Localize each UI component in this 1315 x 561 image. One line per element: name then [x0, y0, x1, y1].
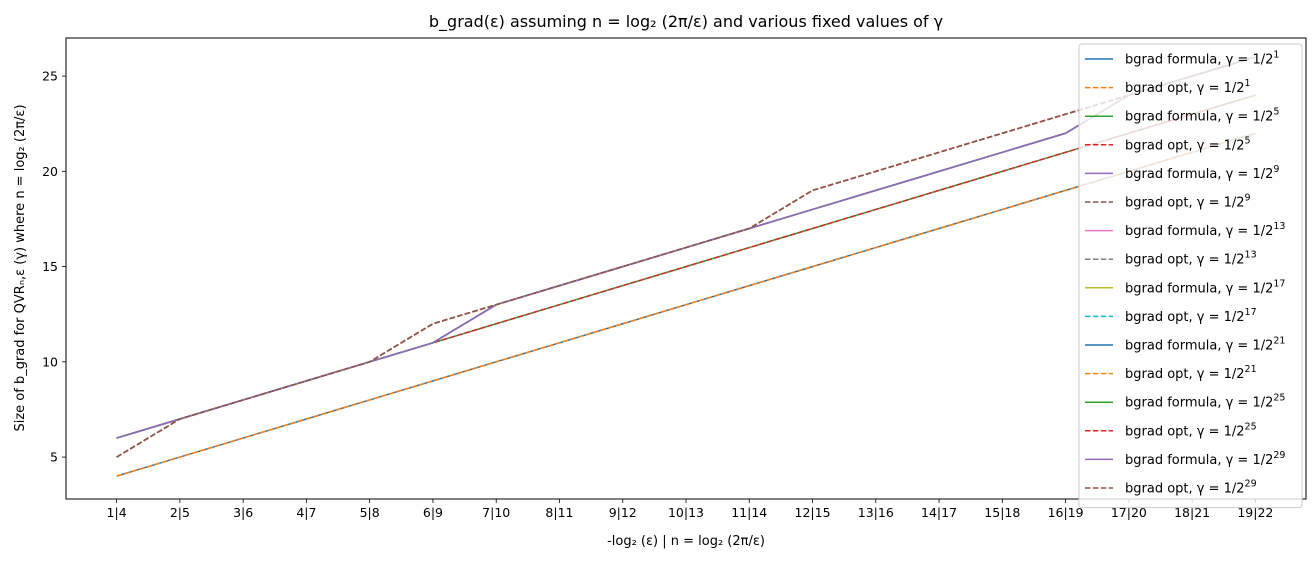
y-tick-label: 20 — [42, 164, 58, 179]
legend-entry-13: bgrad opt, γ = 1/225 — [1125, 421, 1257, 439]
legend-entry-6: bgrad formula, γ = 1/213 — [1125, 221, 1285, 239]
legend-entry-10: bgrad formula, γ = 1/221 — [1125, 336, 1285, 354]
x-tick-label: 13|16 — [858, 505, 894, 520]
legend-entry-2: bgrad formula, γ = 1/25 — [1125, 107, 1279, 125]
x-tick-label: 18|21 — [1174, 505, 1210, 520]
x-tick-label: 5|8 — [360, 505, 380, 520]
series-line-1 — [116, 132, 1256, 477]
x-tick-label: 14|17 — [921, 505, 957, 520]
legend-entry-12: bgrad formula, γ = 1/225 — [1125, 393, 1285, 411]
legend-entry-7: bgrad opt, γ = 1/213 — [1125, 250, 1257, 268]
legend-entry-15: bgrad opt, γ = 1/229 — [1125, 479, 1257, 497]
y-axis: 5 10 15 20 25 — [42, 69, 66, 465]
x-tick-label: 3|6 — [233, 505, 253, 520]
x-axis-label: -log₂ (ε) | n = log₂ (2π/ε) — [607, 534, 765, 549]
x-tick-label: 17|20 — [1111, 505, 1147, 520]
y-tick-label: 15 — [42, 259, 58, 274]
x-tick-label: 9|12 — [609, 505, 637, 520]
x-tick-label: 4|7 — [296, 505, 316, 520]
legend-entry-1: bgrad opt, γ = 1/21 — [1125, 78, 1251, 96]
chart-title: b_grad(ε) assuming n = log₂ (2π/ε) and v… — [429, 12, 943, 32]
legend-entry-5: bgrad opt, γ = 1/29 — [1125, 193, 1251, 211]
y-tick-label: 5 — [50, 450, 58, 465]
x-tick-label: 2|5 — [170, 505, 190, 520]
y-axis-label: Size of b_grad for QVRₙ,ε (γ) where n = … — [13, 104, 28, 431]
y-tick-label: 10 — [42, 354, 58, 369]
x-tick-label: 15|18 — [984, 505, 1020, 520]
legend-entry-4: bgrad formula, γ = 1/29 — [1125, 164, 1279, 182]
series-line-15 — [116, 56, 1256, 458]
legend: bgrad formula, γ = 1/21 bgrad opt, γ = 1/… — [1078, 43, 1303, 509]
x-tick-label: 12|15 — [795, 505, 831, 520]
x-tick-label: 10|13 — [668, 505, 704, 520]
x-tick-label: 8|11 — [545, 505, 573, 520]
x-tick-label: 16|19 — [1048, 505, 1084, 520]
legend-entry-9: bgrad opt, γ = 1/217 — [1125, 307, 1257, 325]
legend-entry-8: bgrad formula, γ = 1/217 — [1125, 278, 1285, 296]
plot-lines — [116, 56, 1256, 477]
x-tick-label: 19|22 — [1237, 505, 1273, 520]
legend-box — [1078, 43, 1303, 509]
x-tick-label: 1|4 — [107, 505, 127, 520]
y-tick-label: 25 — [42, 69, 58, 84]
legend-entry-11: bgrad opt, γ = 1/221 — [1125, 364, 1257, 382]
x-tick-label: 11|14 — [731, 505, 767, 520]
x-tick-label: 6|9 — [423, 505, 443, 520]
x-axis: 1|4 2|5 3|6 4|7 5|8 6|9 7|10 8|11 9|12 10|13 11|14… — [107, 499, 1273, 520]
x-tick-label: 7|10 — [482, 505, 510, 520]
legend-entry-14: bgrad formula, γ = 1/229 — [1125, 450, 1285, 468]
legend-entry-3: bgrad opt, γ = 1/25 — [1125, 135, 1251, 153]
legend-entry-0: bgrad formula, γ = 1/21 — [1125, 50, 1279, 68]
